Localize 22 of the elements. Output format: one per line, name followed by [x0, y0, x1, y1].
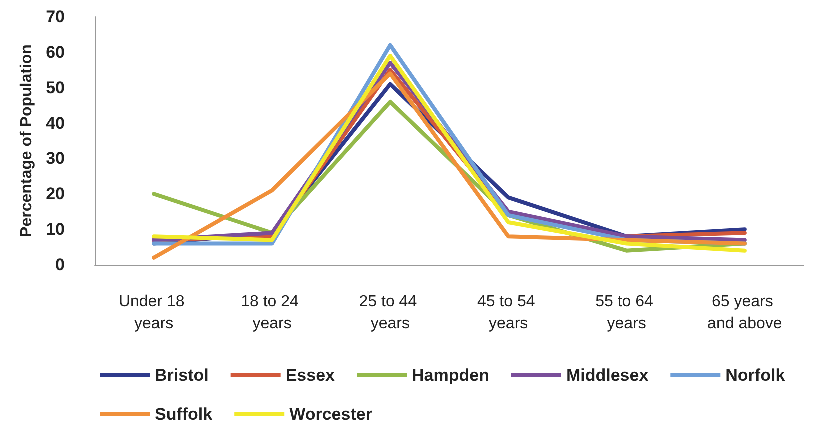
y-tick-label: 10 — [46, 220, 65, 240]
legend-label: Suffolk — [155, 405, 214, 424]
legend-label: Hampden — [412, 366, 490, 385]
x-tick-label: 25 to 44 years — [359, 294, 422, 332]
y-tick-label: 30 — [46, 149, 65, 168]
y-tick-label: 60 — [46, 42, 65, 62]
y-tick-label: 0 — [56, 256, 65, 274]
x-tick-label: 65 years and above — [708, 294, 782, 332]
legend-label: Worcester — [290, 405, 373, 424]
x-tick-label: 55 to 64 years — [596, 294, 658, 332]
legend-label: Bristol — [155, 366, 209, 385]
y-tick-label: 70 — [46, 8, 65, 26]
y-tick-label: 20 — [46, 184, 65, 204]
y-tick-label: 50 — [46, 78, 65, 98]
legend-label: Norfolk — [726, 366, 786, 385]
y-axis-title: Percentage of Population — [18, 44, 36, 238]
legend-label: Middlesex — [566, 366, 650, 385]
x-tick-label: 18 to 24 years — [241, 294, 304, 332]
x-tick-label: 45 to 54 years — [477, 294, 540, 332]
legend-label: Essex — [286, 366, 336, 385]
x-tick-label: Under 18 years — [118, 294, 190, 332]
y-tick-label: 40 — [46, 114, 65, 133]
